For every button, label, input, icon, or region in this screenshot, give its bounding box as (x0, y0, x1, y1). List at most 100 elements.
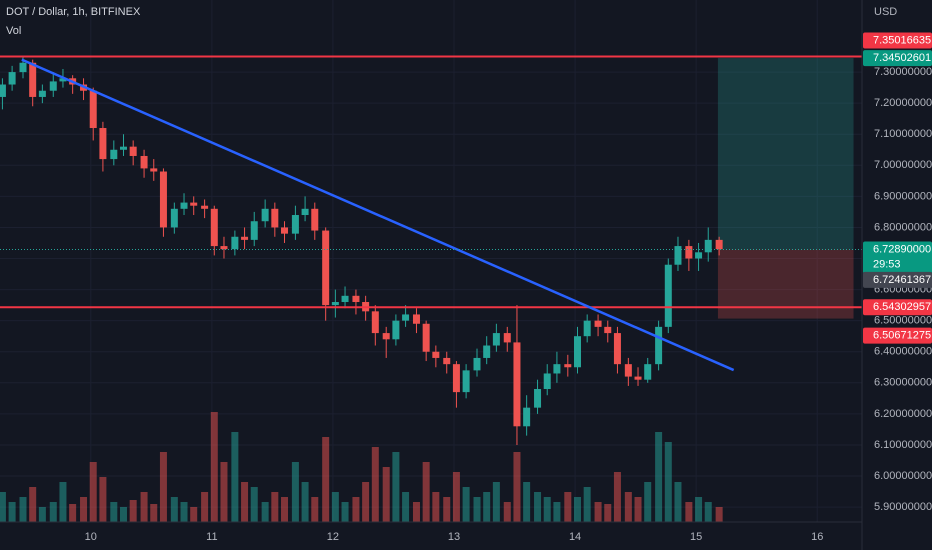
candle-body (674, 246, 682, 265)
candle-body (412, 314, 420, 324)
volume-bar (473, 497, 481, 522)
symbol-title: DOT / Dollar, 1h, BITFINEX (6, 6, 141, 18)
y-tick-label: 5.90000000 (874, 501, 932, 513)
cursor-price-badge (863, 271, 932, 288)
candle-body (119, 146, 127, 150)
candle-body (281, 227, 289, 234)
candle-body (443, 357, 451, 365)
price-badge-label: 6.50671275 (873, 329, 931, 341)
candle-body (523, 407, 531, 427)
volume-bar (715, 507, 723, 522)
y-tick-label: 7.30000000 (874, 66, 932, 78)
volume-bar (110, 502, 118, 522)
candle-body (685, 246, 693, 259)
volume-label: Vol (6, 25, 21, 37)
volume-bar (271, 492, 279, 522)
price-badge-label: 7.34502601 (873, 52, 931, 64)
volume-bar (180, 502, 188, 522)
price-badge-label: 7.35016635 (873, 34, 931, 46)
candle-body (392, 320, 400, 340)
volume-bar (159, 452, 167, 522)
position-profit-zone (717, 58, 854, 250)
candle-body (513, 342, 521, 427)
candle-body (322, 230, 330, 306)
candle-body (594, 320, 602, 327)
volume-bar (432, 492, 440, 522)
candle-body (613, 333, 621, 365)
candle-body (644, 364, 652, 380)
volume-bar (140, 492, 148, 522)
volume-bar (443, 497, 451, 522)
candle-body (0, 84, 6, 97)
volume-bar (452, 472, 460, 522)
volume-bar (644, 482, 652, 522)
y-tick-label: 6.00000000 (874, 470, 932, 482)
volume-bar (553, 502, 561, 522)
volume-bar (613, 472, 621, 522)
volume-bar (231, 432, 239, 522)
candle-body (271, 208, 279, 228)
volume-bar (362, 482, 370, 522)
volume-bar (99, 477, 107, 522)
y-tick-label: 6.40000000 (874, 346, 932, 358)
volume-bar (685, 502, 693, 522)
volume-bar (250, 487, 258, 522)
candle-body (261, 208, 269, 222)
volume-bar (523, 482, 531, 522)
candle-body (564, 364, 572, 368)
x-tick-label: 15 (690, 531, 702, 543)
candle-body (382, 333, 390, 340)
candle-body (110, 149, 118, 160)
volume-bar (331, 492, 339, 522)
volume-bar (674, 482, 682, 522)
volume-bar (583, 487, 591, 522)
candle-body (170, 208, 178, 228)
candle-body (140, 155, 148, 169)
volume-bar (49, 502, 57, 522)
volume-bar (0, 492, 6, 522)
candle-body (422, 323, 430, 352)
volume-bar (634, 497, 642, 522)
cursor-price-label: 6.72461367 (873, 274, 931, 286)
volume-bar (392, 452, 400, 522)
candle-body (704, 239, 712, 253)
volume-bar (412, 502, 420, 522)
candle-body (573, 336, 581, 368)
last-price-label: 6.72890000 (873, 243, 931, 255)
y-tick-label: 6.20000000 (874, 408, 932, 420)
candle-body (402, 314, 410, 321)
candle-body (241, 236, 249, 240)
volume-bar (483, 492, 491, 522)
y-tick-label: 6.80000000 (874, 221, 932, 233)
candle-body (624, 364, 632, 377)
candle-body (38, 90, 46, 97)
x-tick-label: 10 (85, 531, 97, 543)
candle-body (129, 146, 137, 156)
candle-body (664, 264, 672, 327)
y-tick-label: 6.50000000 (874, 315, 932, 327)
x-tick-label: 13 (448, 531, 460, 543)
volume-bar (704, 502, 712, 522)
y-tick-label: 6.30000000 (874, 377, 932, 389)
candle-body (150, 168, 158, 172)
plot-area (0, 0, 862, 522)
volume-bar (170, 497, 178, 522)
trend-line (21, 58, 735, 372)
volume-bar (322, 437, 330, 522)
candle-body (371, 311, 379, 334)
candle-body (201, 205, 209, 209)
candle-body (655, 326, 663, 365)
candle-body (210, 208, 218, 247)
candle-body (473, 357, 481, 371)
volume-bar (543, 497, 551, 522)
volume-bar (190, 507, 198, 522)
candle-body (331, 302, 339, 306)
candle-body (452, 364, 460, 393)
volume-bar (301, 482, 309, 522)
volume-bar (534, 492, 542, 522)
candle-body (291, 215, 299, 234)
candle-body (231, 236, 239, 250)
volume-bar (220, 462, 228, 522)
